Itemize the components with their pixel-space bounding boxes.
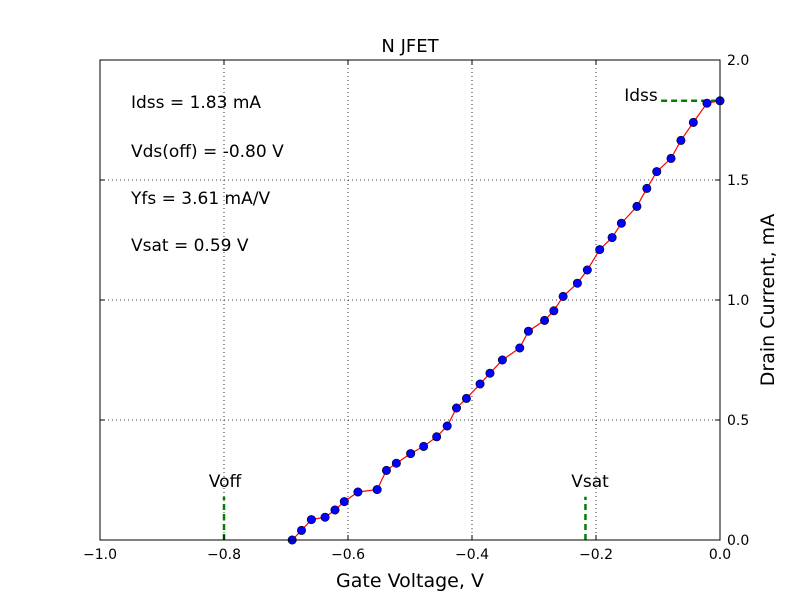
stat-vds-off: Vds(off) = -0.80 V xyxy=(131,142,284,162)
data-point xyxy=(330,505,340,515)
voff-label: Voff xyxy=(209,472,243,492)
y-tick-label: 2.0 xyxy=(727,53,749,69)
data-point xyxy=(296,525,306,535)
data-point xyxy=(616,218,626,228)
x-tick-label: −0.2 xyxy=(579,547,613,563)
data-point xyxy=(406,449,416,459)
data-point xyxy=(688,117,698,127)
data-point xyxy=(372,485,382,495)
x-tick-label: −0.6 xyxy=(331,547,365,563)
data-point xyxy=(607,233,617,243)
data-point xyxy=(549,306,559,316)
data-point xyxy=(572,278,582,288)
x-tick-label: −0.4 xyxy=(455,547,489,563)
data-point xyxy=(642,183,652,193)
data-point xyxy=(320,512,330,522)
data-point xyxy=(540,315,550,325)
data-point xyxy=(432,432,442,442)
vsat-label: Vsat xyxy=(571,472,609,492)
data-point xyxy=(497,355,507,365)
data-point xyxy=(451,403,461,413)
grid xyxy=(100,60,720,540)
data-point xyxy=(353,487,363,497)
chart-title: N JFET xyxy=(381,36,439,57)
data-point xyxy=(702,98,712,108)
y-tick-label: 0.5 xyxy=(727,413,749,429)
data-point xyxy=(485,368,495,378)
data-point xyxy=(632,201,642,211)
data-point xyxy=(391,458,401,468)
data-series xyxy=(287,96,725,545)
data-point xyxy=(595,245,605,255)
data-point xyxy=(339,497,349,507)
x-tick-label: 0.0 xyxy=(709,547,731,563)
data-point xyxy=(676,135,686,145)
data-point xyxy=(442,421,452,431)
x-tick-label: −1.0 xyxy=(83,547,117,563)
data-point xyxy=(523,326,533,336)
x-axis-label: Gate Voltage, V xyxy=(336,570,484,592)
data-point xyxy=(652,167,662,177)
stat-yfs: Yfs = 3.61 mA/V xyxy=(130,189,270,209)
data-point xyxy=(419,441,429,451)
data-point xyxy=(515,343,525,353)
x-tick-label: −0.8 xyxy=(207,547,241,563)
idss-label: Idss xyxy=(624,86,658,106)
y-tick-label: 0.0 xyxy=(727,533,749,549)
data-point xyxy=(381,465,391,475)
data-point xyxy=(582,265,592,275)
data-point xyxy=(558,291,568,301)
axis-ticks: −1.0 −0.8 −0.6 −0.4 −0.2 0.00.0 0.5 1.0 1.5 2.0 xyxy=(83,53,749,563)
data-point xyxy=(306,515,316,525)
data-point xyxy=(461,393,471,403)
data-point xyxy=(475,379,485,389)
y-axis-label: Drain Current, mA xyxy=(757,214,779,386)
data-point xyxy=(666,153,676,163)
stat-vsat: Vsat = 0.59 V xyxy=(131,236,249,256)
y-tick-label: 1.5 xyxy=(727,173,749,189)
y-tick-label: 1.0 xyxy=(727,293,749,309)
stat-idss: Idss = 1.83 mA xyxy=(131,93,261,113)
reference-markers xyxy=(222,99,720,540)
